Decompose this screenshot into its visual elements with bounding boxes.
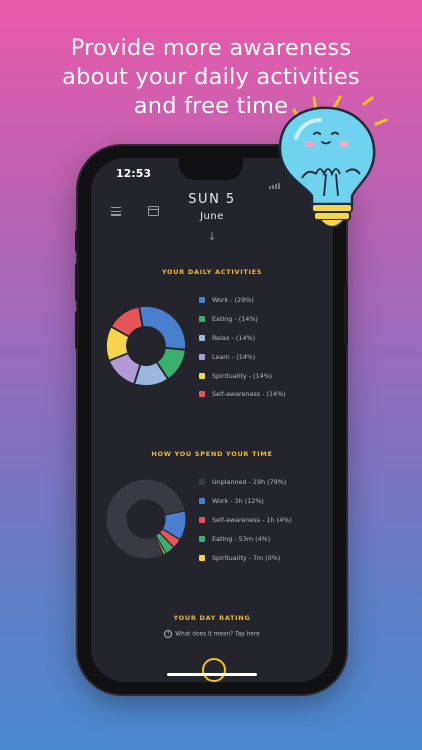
headline-line-2: about your daily activities — [62, 64, 360, 90]
lightbulb-mascot-icon — [272, 88, 400, 248]
activities-legend-label: Self-awareness - (14%) — [212, 390, 286, 399]
time-spent-legend-item: Spirituality - 7m (0%) — [199, 548, 292, 567]
notch — [179, 158, 243, 180]
headline: Provide more awareness about your daily … — [0, 34, 422, 121]
activities-legend-label: Work - (29%) — [212, 296, 254, 305]
day-title: SUN 5 — [188, 192, 236, 207]
activities-legend-label: Eating - (14%) — [212, 315, 258, 324]
activities-legend-swatch — [199, 297, 205, 304]
time-spent-legend-label: Spirituality - 7m (0%) — [212, 553, 281, 562]
time-spent-legend-label: Self-awareness - 1h (4%) — [212, 515, 292, 524]
time-spent-slice-5 — [105, 478, 186, 560]
activities-legend-swatch — [199, 353, 205, 360]
time-spent-legend-item: Self-awareness - 1h (4%) — [199, 511, 292, 530]
time-spent-legend-label: Eating - 53m (4%) — [212, 534, 271, 543]
time-spent-legend-swatch — [199, 479, 205, 486]
activities-legend-swatch — [199, 391, 205, 398]
time-spent-legend-swatch — [199, 554, 205, 561]
activities-legend-label: Spirituality - (14%) — [212, 371, 273, 380]
volume-up-button — [75, 263, 79, 301]
rating-sun-icon[interactable] — [202, 658, 226, 682]
signal-icon — [269, 170, 281, 189]
activities-slice-1 — [138, 305, 187, 351]
time-spent-title: HOW YOU SPEND YOUR TIME — [151, 450, 273, 458]
month-label: June — [200, 211, 224, 222]
headline-line-1: Provide more awareness — [70, 35, 352, 61]
time-spent-donut-chart — [105, 478, 187, 560]
calendar-icon[interactable] — [148, 206, 159, 216]
time-spent-legend-label: Work - 3h (12%) — [212, 497, 264, 506]
activities-legend-item: Spirituality - (14%) — [199, 366, 286, 385]
activities-legend: Work - (29%) Eating - (14%) Relax - (14%) L… — [199, 291, 286, 404]
rating-info-text: What does it mean? Tap here — [175, 631, 260, 638]
activities-legend-item: Eating - (14%) — [199, 310, 286, 329]
activities-donut-chart — [105, 305, 187, 387]
activities-legend-swatch — [199, 334, 205, 341]
app-screen: 12:53 SUN 5 June ↓ YOUR DAILY ACTIVITIES… — [91, 158, 333, 682]
power-button — [344, 285, 348, 345]
phone-side-button — [75, 230, 79, 252]
activities-legend-item: Relax - (14%) — [199, 329, 286, 348]
activities-legend-label: Relax - (14%) — [212, 333, 256, 342]
headline-line-3: and free time — [133, 93, 289, 119]
time-spent-legend: Unplanned - 19h (79%) Work - 3h (12%) Self… — [199, 473, 292, 567]
arrow-down-icon[interactable]: ↓ — [207, 230, 217, 243]
time-spent-legend-swatch — [199, 535, 205, 542]
activities-legend-swatch — [199, 372, 205, 379]
time-spent-legend-item: Unplanned - 19h (79%) — [199, 473, 292, 492]
menu-icon[interactable] — [111, 207, 121, 218]
status-time: 12:53 — [116, 167, 152, 180]
time-spent-legend-swatch — [199, 516, 205, 523]
time-spent-legend-swatch — [199, 498, 205, 505]
info-icon: i — [164, 630, 173, 638]
activities-legend-swatch — [199, 316, 205, 323]
activities-legend-item: Self-awareness - (14%) — [199, 385, 286, 404]
activities-legend-label: Learn - (14%) — [212, 352, 256, 361]
activities-title: YOUR DAILY ACTIVITIES — [161, 268, 263, 276]
time-spent-legend-item: Eating - 53m (4%) — [199, 529, 292, 548]
activities-legend-item: Learn - (14%) — [199, 347, 286, 366]
time-spent-legend-item: Work - 3h (12%) — [199, 492, 292, 511]
time-spent-legend-label: Unplanned - 19h (79%) — [212, 478, 287, 487]
home-indicator[interactable] — [167, 673, 257, 676]
rating-title: YOUR DAY RATING — [173, 614, 251, 622]
volume-down-button — [75, 311, 79, 349]
activities-slice-6 — [109, 305, 144, 338]
rating-info-link[interactable]: i What does it mean? Tap here — [91, 630, 333, 638]
activities-legend-item: Work - (29%) — [199, 291, 286, 310]
